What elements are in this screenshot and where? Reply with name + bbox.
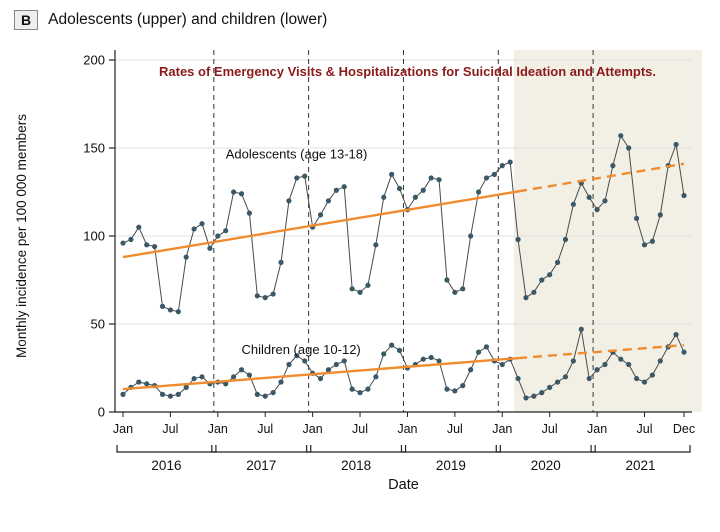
trend-lines: [122, 162, 685, 391]
pandemic-shaded-region: [514, 50, 702, 412]
svg-text:Jan: Jan: [303, 422, 323, 436]
svg-text:50: 50: [91, 317, 105, 332]
adolescents-series: [120, 133, 687, 315]
svg-text:Jul: Jul: [352, 422, 368, 436]
year-boundary-lines: [213, 50, 594, 412]
plot-title: Rates of Emergency Visits & Hospitalizat…: [159, 64, 656, 79]
svg-text:2020: 2020: [531, 458, 561, 473]
plot-labels: Rates of Emergency Visits & Hospitalizat…: [14, 64, 656, 493]
svg-text:0: 0: [98, 405, 105, 420]
svg-text:Jan: Jan: [113, 422, 133, 436]
x-tick-labels: Jan Jul Jan Jul Jan Jul Jan Jul Jan Jul Jan Jul Dec: [113, 412, 695, 436]
svg-text:Jul: Jul: [542, 422, 558, 436]
svg-text:Jan: Jan: [397, 422, 417, 436]
y-axis-title: Monthly incidence per 100 000 members: [14, 114, 29, 358]
svg-text:Jul: Jul: [257, 422, 273, 436]
svg-text:Jan: Jan: [587, 422, 607, 436]
svg-text:Jul: Jul: [162, 422, 178, 436]
svg-text:2019: 2019: [436, 458, 466, 473]
adolescents-label: Adolescents (age 13-18): [226, 147, 368, 162]
figure-header: B Adolescents (upper) and children (lowe…: [14, 10, 327, 30]
svg-text:2016: 2016: [151, 458, 181, 473]
svg-text:2021: 2021: [626, 458, 656, 473]
svg-text:200: 200: [83, 53, 105, 68]
svg-text:Jul: Jul: [637, 422, 653, 436]
svg-text:150: 150: [83, 141, 105, 156]
svg-text:2018: 2018: [341, 458, 371, 473]
year-brackets: 2016 2017 2018 2019 2020 2021: [116, 445, 691, 473]
svg-text:Jul: Jul: [447, 422, 463, 436]
svg-text:Dec: Dec: [673, 422, 695, 436]
panel-label: B: [14, 10, 39, 30]
axes: 0 50 100 150 200: [83, 50, 692, 420]
svg-text:Jan: Jan: [492, 422, 512, 436]
svg-text:Jan: Jan: [208, 422, 228, 436]
x-axis-title: Date: [388, 477, 419, 493]
svg-text:2017: 2017: [246, 458, 276, 473]
svg-text:100: 100: [83, 229, 105, 244]
figure-title: Adolescents (upper) and children (lower): [48, 11, 328, 28]
children-label: Children (age 10-12): [242, 342, 361, 357]
